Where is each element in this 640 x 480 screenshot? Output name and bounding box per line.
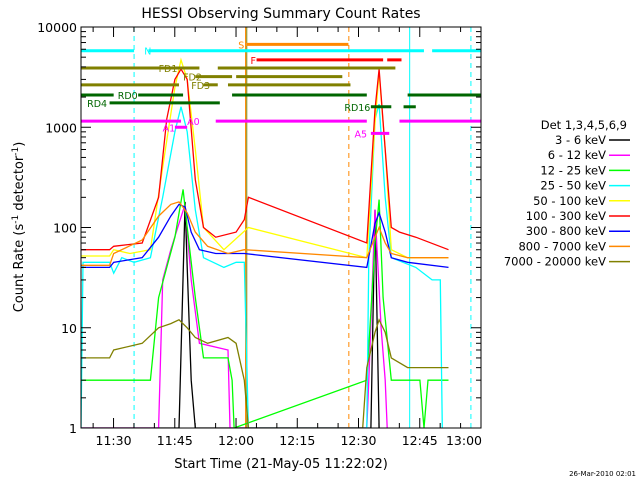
- legend-item: 3 - 6 keV: [555, 133, 630, 147]
- annotation-fd1: FD1: [81, 64, 396, 75]
- x-axis-label: Start Time (21-May-05 11:22:02): [174, 457, 388, 472]
- legend-label: 100 - 300 keV: [526, 209, 606, 223]
- annotation-rd16: RD16: [344, 103, 416, 114]
- annotation-fd3: FD3: [81, 81, 351, 92]
- annotation-fd2: FD2: [183, 73, 343, 84]
- legend-title: Det 1,3,4,5,6,9: [541, 118, 627, 132]
- x-tick-label: 12:30: [340, 433, 376, 448]
- annotation-label: N: [144, 47, 151, 58]
- annotation-a1: A1: [163, 123, 188, 134]
- y-axis-label-end: ): [12, 142, 27, 147]
- legend-label: 300 - 800 keV: [526, 224, 606, 238]
- series-line-6: [81, 203, 449, 269]
- series-line-2: [81, 189, 449, 428]
- annotation-label: S: [238, 40, 244, 51]
- annotation-label: FD3: [191, 81, 210, 92]
- series-line-1: [81, 204, 388, 428]
- y-axis-label-sup: -1: [11, 215, 21, 224]
- y-axis-label: Count Rate (s-1 detector-1): [11, 142, 27, 313]
- annotation-label: A1: [163, 123, 176, 134]
- chart-title: HESSI Observing Summary Count Rates: [141, 6, 420, 22]
- x-tick-label: 12:00: [218, 433, 254, 448]
- series-line-3: [81, 103, 443, 428]
- legend-label: 6 - 12 keV: [548, 148, 606, 162]
- legend-label: 50 - 100 keV: [533, 194, 606, 208]
- x-tick-label: 11:45: [157, 433, 193, 448]
- annotation-a0: A0: [81, 117, 482, 128]
- legend-label: 800 - 7000 keV: [518, 239, 606, 253]
- y-tick-label: 100: [53, 221, 77, 236]
- annotation-rd0: RD0: [81, 91, 482, 102]
- legend-item: 7000 - 20000 keV: [504, 255, 630, 269]
- annotation-rd4: RD4: [87, 99, 220, 110]
- legend-item: 25 - 50 keV: [540, 179, 630, 193]
- series-line-0: [81, 201, 380, 428]
- timestamp: 26-Mar-2010 02:01: [569, 470, 636, 478]
- legend-item: 6 - 12 keV: [548, 148, 630, 162]
- legend-label: 7000 - 20000 keV: [504, 255, 606, 269]
- legend-label: 25 - 50 keV: [540, 179, 606, 193]
- series-line-5: [81, 67, 449, 251]
- annotation-s: S: [238, 40, 349, 51]
- annotation-label: RD16: [344, 103, 370, 114]
- annotation-label: RD4: [87, 99, 107, 110]
- legend-item: 12 - 25 keV: [540, 163, 630, 177]
- series-line-7: [81, 201, 449, 266]
- series-line-8: [81, 318, 449, 428]
- annotation-label: A5: [355, 129, 368, 140]
- y-tick-label: 1: [69, 421, 77, 436]
- legend-item: 100 - 300 keV: [526, 209, 630, 223]
- legend-item: 50 - 100 keV: [533, 194, 630, 208]
- x-tick-label: 12:15: [279, 433, 315, 448]
- y-tick-label: 1000: [45, 120, 77, 135]
- x-tick-label: 13:00: [446, 433, 482, 448]
- legend-item: 800 - 7000 keV: [518, 239, 630, 253]
- annotation-label: F: [250, 56, 255, 67]
- annotation-a5: A5: [355, 129, 390, 140]
- legend-label: 3 - 6 keV: [555, 133, 606, 147]
- x-tick-label: 11:30: [96, 433, 132, 448]
- annotation-label: RD0: [118, 91, 138, 102]
- y-tick-label: 10000: [37, 20, 77, 35]
- annotation-f: F: [250, 56, 402, 67]
- x-tick-label: 12:45: [402, 433, 438, 448]
- y-axis-label-tail: detector: [12, 155, 27, 215]
- y-axis-label-main: Count Rate (s: [12, 224, 27, 313]
- annotation-label: FD2: [183, 73, 202, 84]
- legend-label: 12 - 25 keV: [540, 163, 606, 177]
- annotation-label: FD1: [159, 64, 178, 75]
- legend-item: 300 - 800 keV: [526, 224, 630, 238]
- annotation-label: A0: [187, 117, 200, 128]
- annotation-n: N: [81, 47, 482, 58]
- y-axis-label-sup2: -1: [11, 147, 21, 156]
- y-tick-label: 10: [61, 321, 77, 336]
